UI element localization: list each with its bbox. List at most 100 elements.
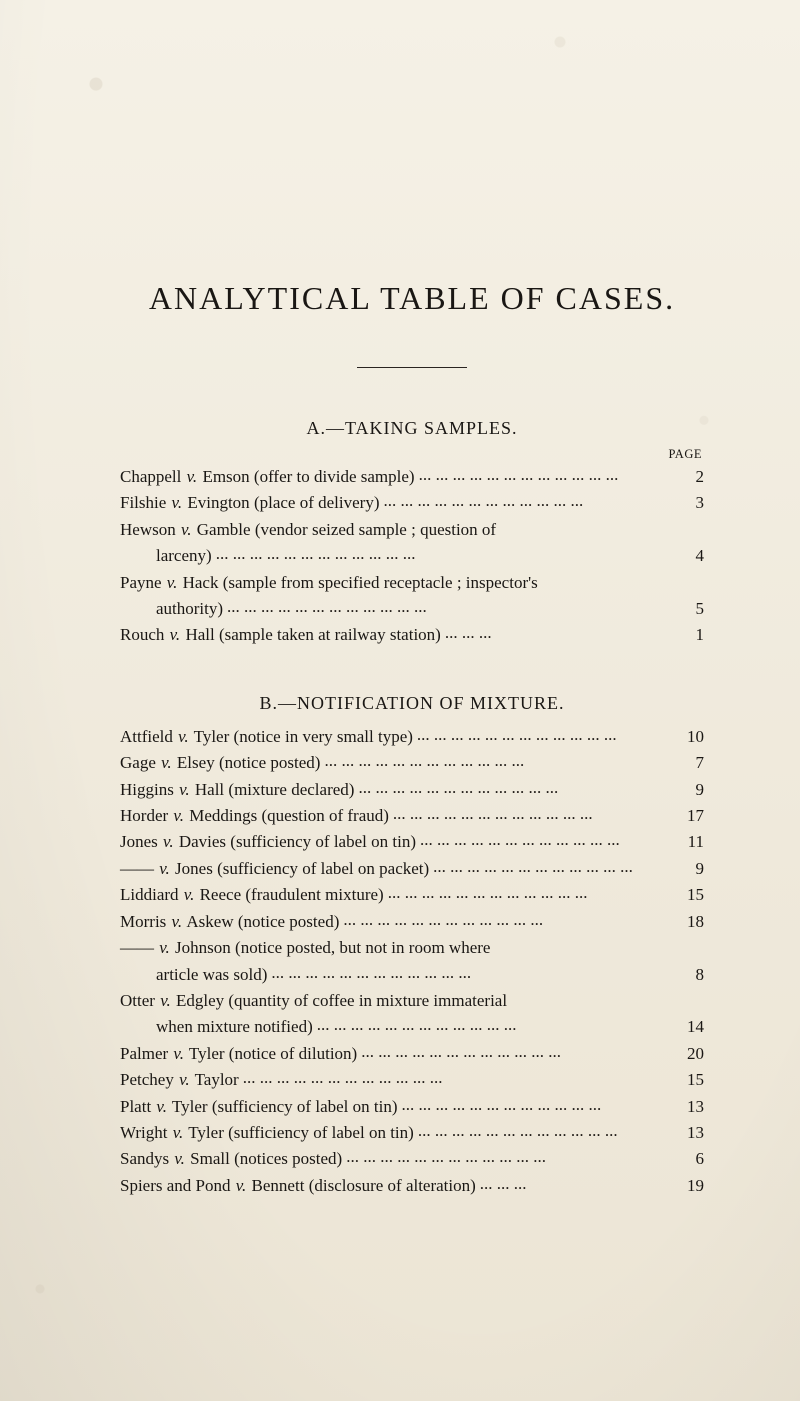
case-party-a: Horder [120,806,168,825]
vs-glyph: v. [172,806,185,825]
vs-glyph: v. [158,859,171,878]
case-page: 15 [670,882,704,908]
dot-leader [445,630,666,647]
case-entry: Otter v. Edgley (quantity of coffee in m… [120,988,704,1014]
case-party-a: Palmer [120,1044,168,1063]
case-desc: authority) [156,599,223,618]
case-party-a: Payne [120,573,162,592]
case-party-b: Gamble [197,520,251,539]
vs-glyph: v. [178,1070,191,1089]
case-text: Gage v. Elsey (notice posted) [120,750,320,776]
vs-glyph: v. [177,727,190,746]
vs-glyph: v. [155,1097,168,1116]
case-party-b: Bennett [252,1176,305,1195]
case-desc: (mixture declared) [224,780,354,799]
case-page: 13 [670,1120,704,1146]
case-text: Rouch v. Hall (sample taken at railway s… [120,622,441,648]
case-party-a: Chappell [120,467,181,486]
case-desc: (notices posted) [230,1149,342,1168]
vs-glyph: v. [173,1149,186,1168]
case-entry: —— v. Jones (sufficiency of label on pac… [120,856,704,882]
case-party-b: Johnson [175,938,231,957]
case-party-b: Jones [175,859,213,878]
vs-glyph: v. [235,1176,248,1195]
case-party-a: Filshie [120,493,166,512]
page-title: ANALYTICAL TABLE OF CASES. [120,280,704,317]
case-party-b: Askew [186,912,233,931]
dot-leader [317,1022,666,1039]
dot-leader [511,995,666,1012]
case-entry: Horder v. Meddings (question of fraud) 1… [120,803,704,829]
case-page: 5 [670,596,704,622]
case-page: 18 [670,909,704,935]
case-text: authority) [120,596,223,622]
vs-glyph: v. [186,467,199,486]
case-text: Filshie v. Evington (place of delivery) [120,490,379,516]
section-b-heading: B.—NOTIFICATION OF MIXTURE. [120,693,704,714]
case-entry: —— v. Johnson (notice posted, but not in… [120,935,704,961]
case-desc: (fraudulent mixture) [241,885,384,904]
case-text: Morris v. Askew (notice posted) [120,909,339,935]
dot-leader [324,758,666,775]
dot-leader [420,837,666,854]
case-text: Wright v. Tyler (sufficiency of label on… [120,1120,414,1146]
case-desc: (notice posted) [215,753,321,772]
case-party-b: Hack [183,573,219,592]
case-desc: (sufficiency of label on packet) [213,859,429,878]
case-party-b: Tyler [189,1044,225,1063]
case-desc: article was sold) [156,965,267,984]
case-party-a: Hewson [120,520,176,539]
case-entry: Wright v. Tyler (sufficiency of label on… [120,1120,704,1146]
repeat-dash: —— [120,938,154,957]
case-page: 20 [670,1041,704,1067]
vs-glyph: v. [178,780,191,799]
case-entry: Filshie v. Evington (place of delivery) … [120,490,704,516]
case-party-b: Meddings [189,806,257,825]
case-desc: (notice in very small type) [229,727,413,746]
case-party-a: Higgins [120,780,174,799]
vs-glyph: v. [159,991,172,1010]
vs-glyph: v. [183,885,196,904]
dot-leader [402,1101,667,1118]
case-entry-continuation: authority) 5 [120,596,704,622]
case-party-b: Taylor [195,1070,239,1089]
case-party-a: Wright [120,1123,167,1142]
case-page: 8 [670,962,704,988]
dot-leader [500,524,666,541]
case-page: 14 [670,1014,704,1040]
case-entry: Gage v. Elsey (notice posted) 7 [120,750,704,776]
case-party-b: Small [190,1149,230,1168]
dot-leader [393,810,666,827]
vs-glyph: v. [162,832,175,851]
case-party-b: Tyler [194,727,230,746]
case-entry: Spiers and Pond v. Bennett (disclosure o… [120,1173,704,1199]
case-entry: Petchey v. Taylor 15 [120,1067,704,1093]
case-text: Attfield v. Tyler (notice in very small … [120,724,413,750]
case-entry: Attfield v. Tyler (notice in very small … [120,724,704,750]
case-page: 1 [670,622,704,648]
case-text: Liddiard v. Reece (fraudulent mixture) [120,882,384,908]
dot-leader [388,890,666,907]
section-a-entries: Chappell v. Emson (offer to divide sampl… [120,464,704,649]
case-desc: (sample taken at railway station) [215,625,441,644]
case-desc: (offer to divide sample) [250,467,415,486]
case-entry: Liddiard v. Reece (fraudulent mixture) 1… [120,882,704,908]
case-desc: (question of fraud) [257,806,389,825]
vs-glyph: v. [180,520,193,539]
dot-leader [243,1075,666,1092]
vs-glyph: v. [172,1123,185,1142]
case-party-a: Jones [120,832,158,851]
vs-glyph: v. [171,912,184,931]
case-entry: Palmer v. Tyler (notice of dilution) 20 [120,1041,704,1067]
case-desc: (disclosure of alteration) [304,1176,475,1195]
case-party-b: Emson [202,467,249,486]
page: ANALYTICAL TABLE OF CASES. A.—TAKING SAM… [0,0,800,1401]
case-entry: Higgins v. Hall (mixture declared) 9 [120,777,704,803]
case-party-b: Hall [185,625,214,644]
case-page: 2 [670,464,704,490]
case-party-a: Platt [120,1097,151,1116]
case-desc: when mixture notified) [156,1017,313,1036]
case-text: Platt v. Tyler (sufficiency of label on … [120,1094,398,1120]
case-page: 13 [670,1094,704,1120]
case-party-a: Gage [120,753,156,772]
